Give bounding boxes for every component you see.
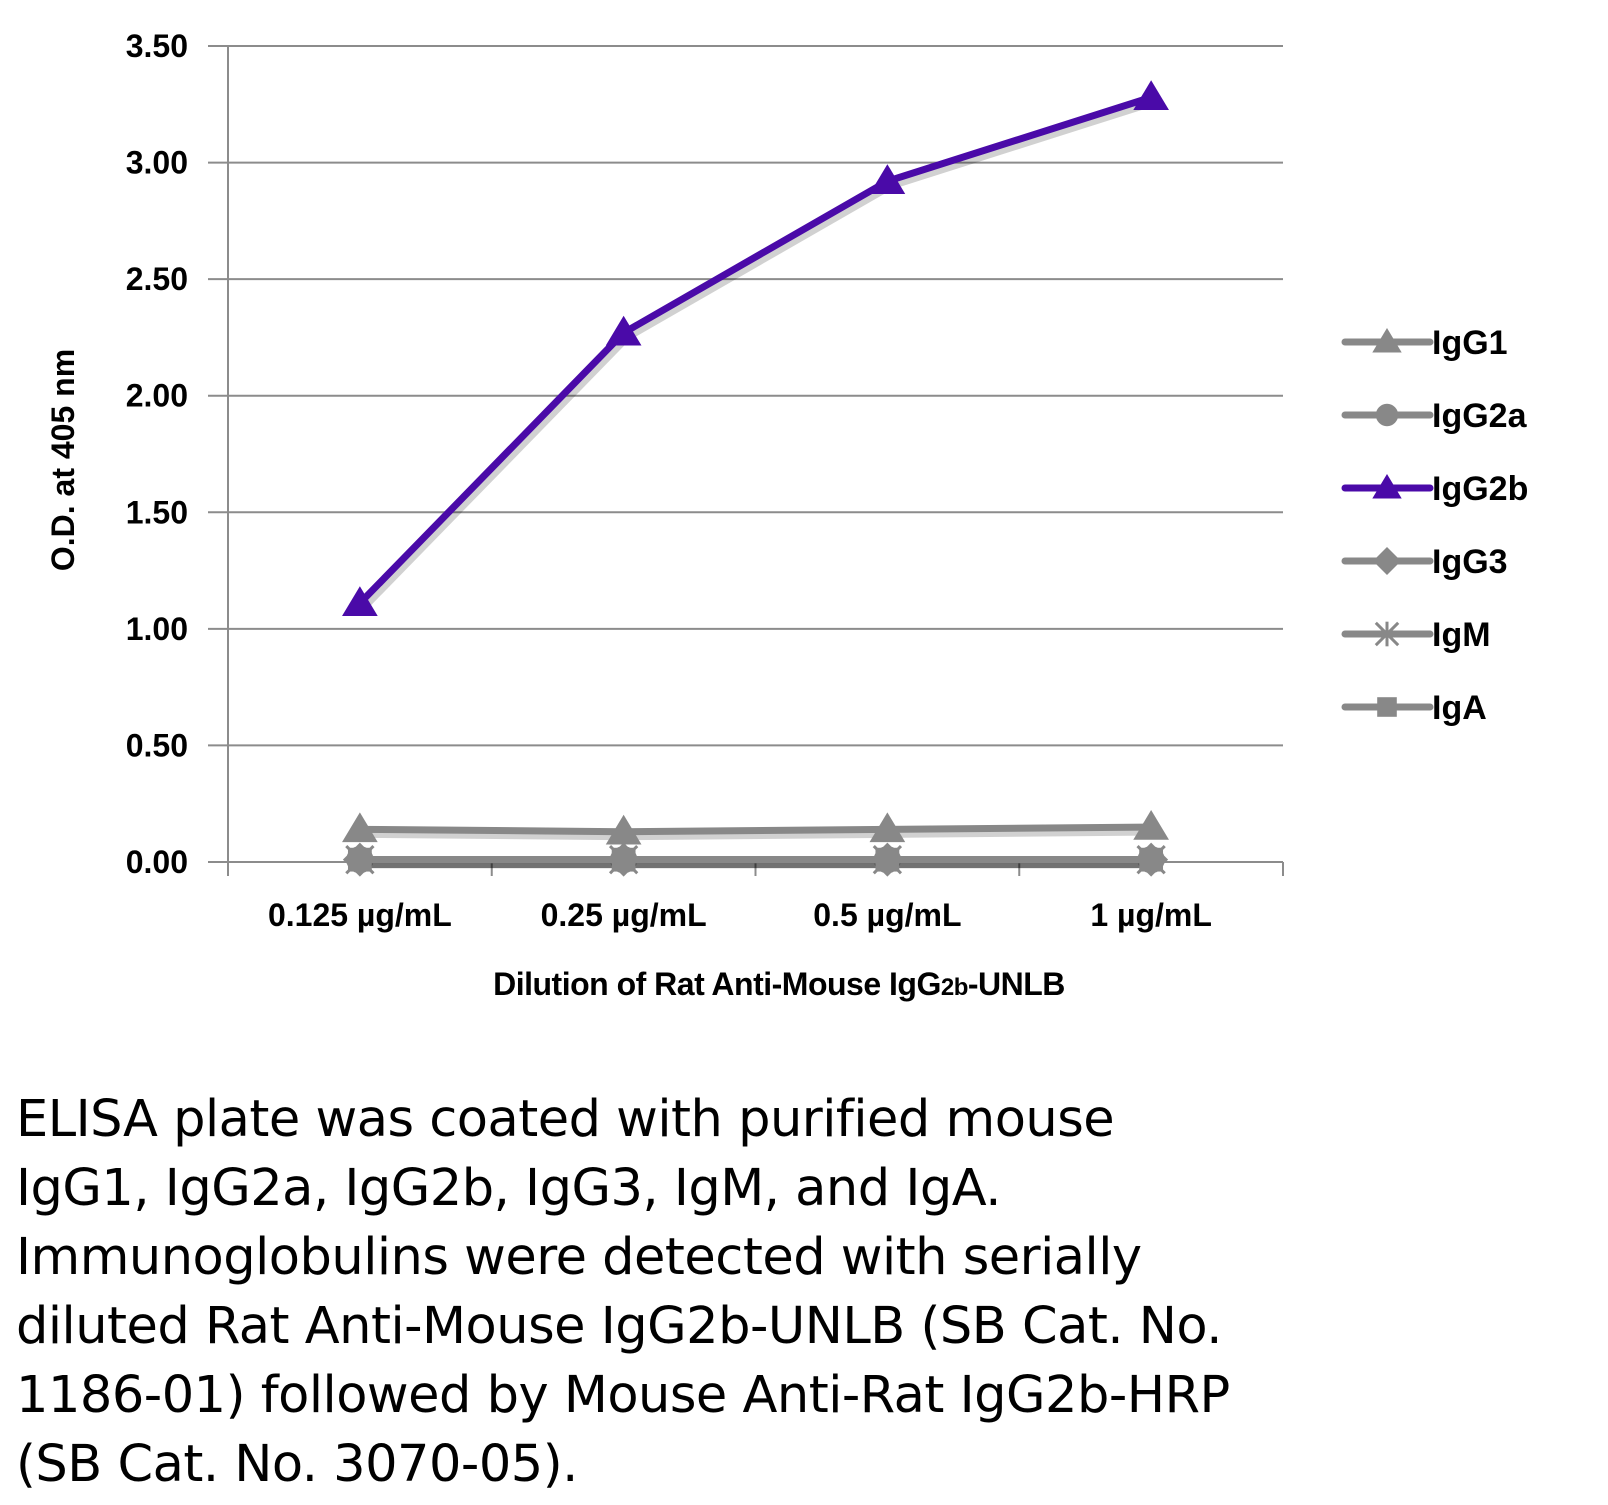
y-tick-label: 3.00 [126,145,188,181]
y-tick-label: 0.00 [126,844,188,880]
caption-line: ELISA plate was coated with purified mou… [16,1090,1115,1149]
figure-caption: ELISA plate was coated with purified mou… [16,1085,1596,1499]
caption-line: 1186-01) followed by Mouse Anti-Rat IgG2… [16,1366,1230,1425]
data-point-iga [347,847,372,872]
series-iga [347,847,1164,872]
y-tick-label: 3.50 [126,28,188,64]
data-point-iga [611,847,636,872]
data-point-igg1 [342,812,378,843]
legend-item-igg2a: IgG2a [1341,397,1528,435]
caption-line: Immunoglobulins were detected with seria… [16,1228,1142,1287]
caption-line: IgG1, IgG2a, IgG2b, IgG3, IgM, and IgA. [16,1159,1001,1218]
legend-label: IgM [1432,616,1491,654]
legend-marker-igg2a [1375,403,1399,427]
series-layer [342,80,1169,877]
y-tick-label: 0.50 [126,727,188,763]
elisa-line-chart: 0.00 0.50 1.00 1.50 2.00 2.50 3.00 3.50 0.125 µ… [45,28,1528,1002]
x-tick-label: 0.125 µg/mL [268,897,452,933]
data-point-igg1 [1133,810,1169,840]
series-shadow-igg2b [359,97,1156,611]
legend-label: IgG3 [1432,543,1508,581]
legend-label: IgG2a [1432,397,1528,435]
x-tick-label: 0.5 µg/mL [813,897,961,933]
gridlines [208,45,1283,863]
y-tick-label: 1.50 [126,494,188,530]
y-tick-label: 2.50 [126,261,188,297]
legend-marker-igm [1374,621,1400,647]
legend-item-igm: IgM [1341,616,1491,654]
series-igg1 [342,810,1169,845]
y-tick-labels: 0.00 0.50 1.00 1.50 2.00 2.50 3.00 3.50 [126,28,188,880]
legend-marker-igg3 [1373,547,1401,575]
data-point-igg2b [605,315,642,346]
x-tick-label: 1 µg/mL [1090,897,1212,933]
data-point-igg1 [869,812,906,843]
x-tick-label: 0.25 µg/mL [541,897,707,933]
data-point-igg2b [1133,80,1169,111]
data-point-iga [875,847,900,872]
legend-item-igg3: IgG3 [1341,543,1508,581]
caption-line: (SB Cat. No. 3070-05). [16,1435,578,1494]
data-point-igg2b [869,164,906,194]
data-point-igg2b [342,586,378,616]
legend-marker-igg2b [1372,474,1402,499]
data-point-igg1 [605,814,642,845]
legend-marker-iga [1377,697,1397,717]
series-line-igg2b [356,93,1155,607]
y-tick-label: 1.00 [126,611,188,647]
series-igg2b [342,80,1169,616]
caption-line: diluted Rat Anti-Mouse IgG2b-UNLB (SB Ca… [16,1297,1222,1356]
series-line-igg1 [356,823,1155,836]
legend-marker-igg1 [1372,328,1402,353]
y-tick-label: 2.00 [126,378,188,414]
legend-item-igg2b: IgG2b [1341,470,1528,508]
series-shadow-igg1 [362,826,1155,841]
legend-item-iga: IgA [1341,689,1487,727]
y-axis-title: O.D. at 405 nm [45,349,81,571]
legend-item-igg1: IgG1 [1341,324,1508,362]
legend-label: IgA [1432,689,1487,727]
x-axis-title: Dilution of Rat Anti-Mouse IgG2b-UNLB [493,966,1065,1002]
legend-label: IgG1 [1432,324,1508,362]
legend-label: IgG2b [1432,470,1528,508]
x-axis: 0.125 µg/mL 0.25 µg/mL 0.5 µg/mL 1 µg/mL [227,862,1284,933]
legend: IgG1 IgG2a IgG2b IgG3 IgM IgA [1341,324,1528,727]
data-point-iga [1139,847,1164,872]
